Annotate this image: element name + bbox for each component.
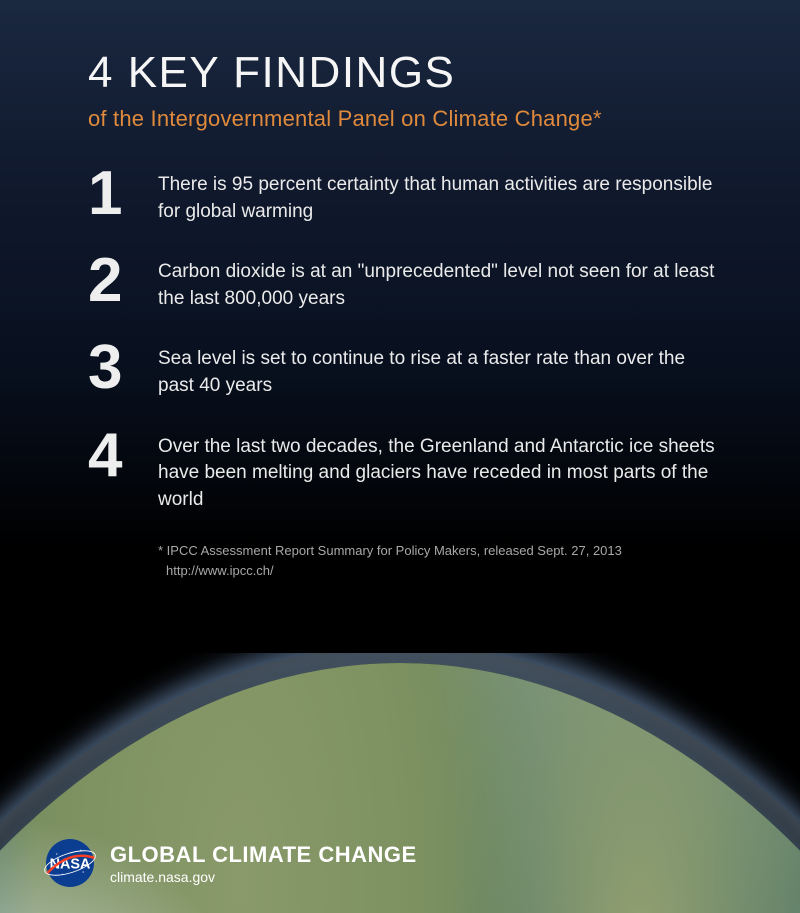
finding-text: Carbon dioxide is at an "unprecedented" … [158,253,720,312]
finding-number: 2 [88,253,158,309]
footer-url: climate.nasa.gov [110,869,417,885]
footer-title: GLOBAL CLIMATE CHANGE [110,842,417,868]
finding-item: 3 Sea level is set to continue to rise a… [88,340,720,399]
findings-list: 1 There is 95 percent certainty that hum… [88,166,720,513]
finding-number: 4 [88,428,158,484]
finding-item: 2 Carbon dioxide is at an "unprecedented… [88,253,720,312]
footnote-url: http://www.ipcc.ch/ [158,561,720,581]
content-area: 4 KEY FINDINGS of the Intergovernmental … [0,0,800,580]
finding-item: 1 There is 95 percent certainty that hum… [88,166,720,225]
nasa-logo-icon: NASA [40,837,100,889]
footnote: * IPCC Assessment Report Summary for Pol… [158,541,720,580]
finding-text: Sea level is set to continue to rise at … [158,340,720,399]
footer: NASA GLOBAL CLIMATE CHANGE climate.nasa.… [40,837,417,889]
page-subtitle: of the Intergovernmental Panel on Climat… [88,106,720,132]
finding-text: Over the last two decades, the Greenland… [158,428,720,514]
finding-number: 1 [88,166,158,222]
footnote-line: * IPCC Assessment Report Summary for Pol… [158,541,720,561]
finding-number: 3 [88,340,158,396]
finding-item: 4 Over the last two decades, the Greenla… [88,428,720,514]
finding-text: There is 95 percent certainty that human… [158,166,720,225]
footer-text: GLOBAL CLIMATE CHANGE climate.nasa.gov [110,842,417,885]
page-title: 4 KEY FINDINGS [88,48,720,98]
